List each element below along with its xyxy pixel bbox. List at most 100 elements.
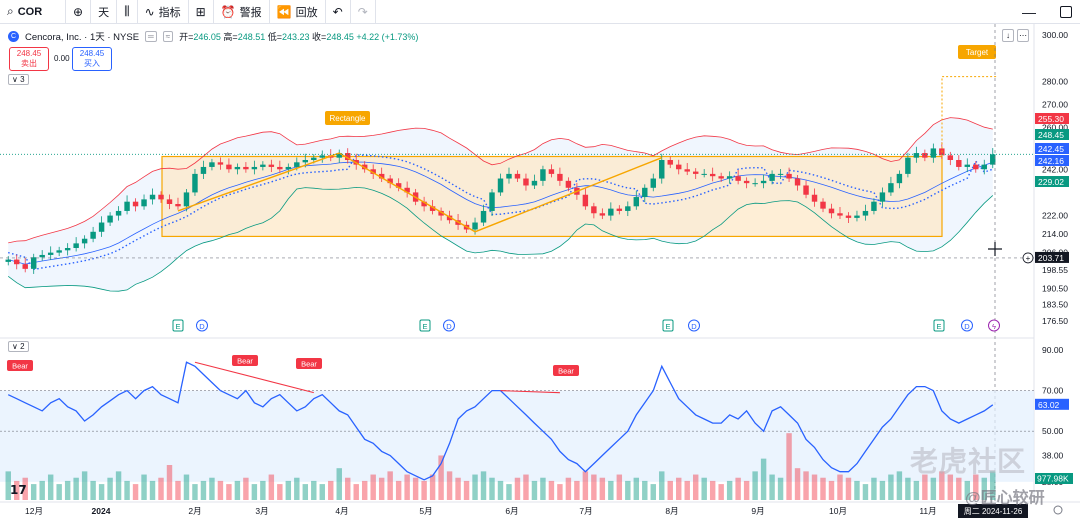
candle-body: [523, 178, 529, 186]
volume-bar: [81, 471, 88, 500]
time-axis-label: 7月: [579, 506, 592, 516]
volume-bar: [718, 484, 724, 500]
volume-bar: [794, 468, 801, 500]
candle-body: [837, 213, 843, 216]
candle-body: [149, 194, 156, 200]
volume-bar: [141, 474, 147, 500]
candle-body: [828, 208, 835, 214]
sell-label: 卖出: [21, 59, 37, 68]
replay-button[interactable]: ⏪ 回放: [270, 0, 326, 24]
price-axis-label-text: 229.02: [1038, 177, 1064, 187]
candle-body: [234, 166, 241, 170]
candle-body: [582, 194, 589, 207]
volume-bar: [455, 477, 461, 500]
volume-bar: [98, 484, 105, 500]
trend-line-up-2: [474, 157, 663, 233]
candle-body: [862, 210, 869, 216]
bear-badge-bg: [553, 365, 579, 376]
indicators-button[interactable]: ∿ 指标: [138, 0, 189, 24]
candle-body: [896, 173, 903, 184]
volume-bar: [786, 433, 792, 500]
candle-body: [786, 173, 792, 179]
volume-bar: [336, 468, 342, 500]
candle-body: [480, 210, 487, 223]
earnings-marker-bg: [662, 319, 674, 332]
candle-body: [803, 185, 809, 195]
candle-body: [659, 160, 665, 179]
bear-divergence-line: [194, 361, 314, 394]
candle-body: [692, 171, 699, 174]
candle-body: [854, 215, 860, 218]
candle-body: [591, 206, 597, 214]
price-tick-label: 183.50: [1042, 300, 1068, 310]
compare-icon[interactable]: ═: [145, 30, 157, 42]
volume-bar: [709, 480, 716, 500]
candle-body: [277, 166, 283, 170]
top-toolbar: ⌕ COR ⊕ 天 ⫼ ∿ 指标 ⊞ ⏰ 警报 ⏪ 回放 ↶ ↷ —: [0, 0, 1080, 24]
trend-line-down: [338, 152, 476, 233]
candle-body: [302, 160, 309, 163]
candle-body: [243, 166, 249, 170]
bear-badge-text: Bear: [558, 367, 574, 376]
volume-bar: [523, 474, 529, 500]
candle-body: [311, 157, 317, 160]
minus-icon[interactable]: —: [1022, 4, 1036, 20]
volume-bar: [56, 484, 62, 500]
alert-button[interactable]: ⏰ 警报: [214, 0, 270, 24]
candle-body: [132, 201, 139, 207]
candle-body: [726, 176, 733, 179]
price-axis-label-bg: [1035, 251, 1069, 263]
interval-button[interactable]: 天: [91, 0, 118, 24]
crosshair-date-label: 周二 2024-11-26: [958, 504, 1028, 518]
pane-menu-button[interactable]: ⋯: [1017, 29, 1029, 42]
scroll-down-button[interactable]: ↓: [1002, 29, 1014, 42]
chart-type-button[interactable]: ⫼: [117, 0, 138, 24]
symbol-search[interactable]: ⌕ COR: [0, 0, 66, 24]
candle-body: [548, 169, 555, 174]
bear-badge: Bear: [232, 355, 258, 366]
buy-label: 买入: [84, 59, 100, 68]
price-axis-label-text: 242.45: [1038, 144, 1064, 154]
price-axis-label-text: 248.45: [1038, 130, 1064, 140]
candle-body: [845, 215, 852, 218]
rsi-value-label: 63.02: [1035, 398, 1069, 410]
volume-bar: [574, 480, 580, 500]
candle-body: [497, 178, 504, 193]
layouts-button[interactable]: ⊞: [189, 0, 214, 24]
candle-body: [616, 208, 623, 211]
indicator-collapse-button[interactable]: ∨ 3: [8, 74, 29, 85]
volume-bar: [854, 480, 860, 500]
candle-body: [73, 243, 79, 248]
sell-button[interactable]: 248.45 卖出: [9, 47, 49, 71]
price-axis-label-text: 255.30: [1038, 114, 1064, 124]
candle-body: [743, 180, 750, 184]
time-axis-label: 12月: [25, 506, 43, 516]
price-tick-label: 242.00: [1042, 164, 1068, 174]
maximize-icon[interactable]: [1060, 6, 1072, 18]
candle-body: [557, 173, 563, 181]
volume-bar: [845, 477, 852, 500]
rsi-value-bg: [1035, 398, 1069, 410]
volume-bar: [39, 480, 45, 500]
candle-body: [166, 199, 173, 204]
buy-button[interactable]: 248.45 买入: [72, 47, 112, 71]
undo-button[interactable]: ↶: [326, 0, 351, 24]
volume-bar: [659, 471, 665, 500]
buy-price: 248.45: [79, 49, 105, 58]
osc-tick-label: 90.00: [1042, 345, 1064, 355]
add-symbol-button[interactable]: ⊕: [66, 0, 92, 24]
bear-badge: Bear: [296, 358, 322, 369]
plus-circle-icon: ⊕: [73, 4, 84, 19]
volume-bar: [981, 477, 987, 500]
volume-bar: [472, 474, 478, 500]
wave-icon[interactable]: ≈: [162, 30, 174, 42]
target-badge-bg: [958, 45, 996, 59]
volume-bar: [506, 484, 512, 500]
candle-body: [81, 238, 88, 244]
candle-body: [200, 166, 207, 174]
symbol-label: COR: [17, 5, 43, 18]
oscillator-collapse-button[interactable]: ∨ 2: [8, 341, 29, 352]
redo-button[interactable]: ↷: [351, 0, 376, 24]
time-axis-label: 11月: [919, 506, 936, 516]
